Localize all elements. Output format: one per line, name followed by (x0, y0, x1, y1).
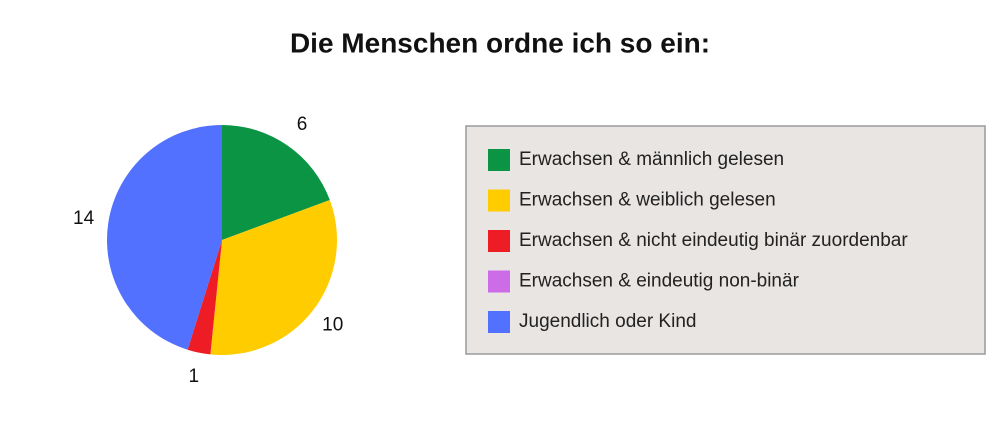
legend-swatch (488, 230, 510, 252)
legend-swatch (488, 311, 510, 333)
legend-swatch (488, 189, 510, 212)
value-label: 10 (322, 315, 343, 336)
legend-label: Erwachsen & männlich gelesen (519, 149, 784, 170)
legend-box (465, 125, 986, 355)
value-label: 14 (73, 208, 95, 229)
pie-slice (222, 125, 330, 240)
value-label: 1 (189, 366, 200, 387)
value-label: 6 (297, 114, 308, 135)
legend-label: Erwachsen & weiblich gelesen (519, 190, 776, 211)
pie-slice (210, 200, 337, 355)
legend-label: Jugendlich oder Kind (519, 311, 696, 332)
legend-label: Erwachsen & nicht eindeutig binär zuorde… (519, 230, 908, 251)
chart-title: Die Menschen ordne ich so ein: (290, 27, 710, 58)
pie-slice (187, 240, 222, 355)
legend-swatch (488, 149, 510, 171)
legend-swatch (488, 270, 510, 293)
pie-slice (106, 125, 222, 350)
legend-label: Erwachsen & eindeutig non-binär (519, 271, 800, 292)
